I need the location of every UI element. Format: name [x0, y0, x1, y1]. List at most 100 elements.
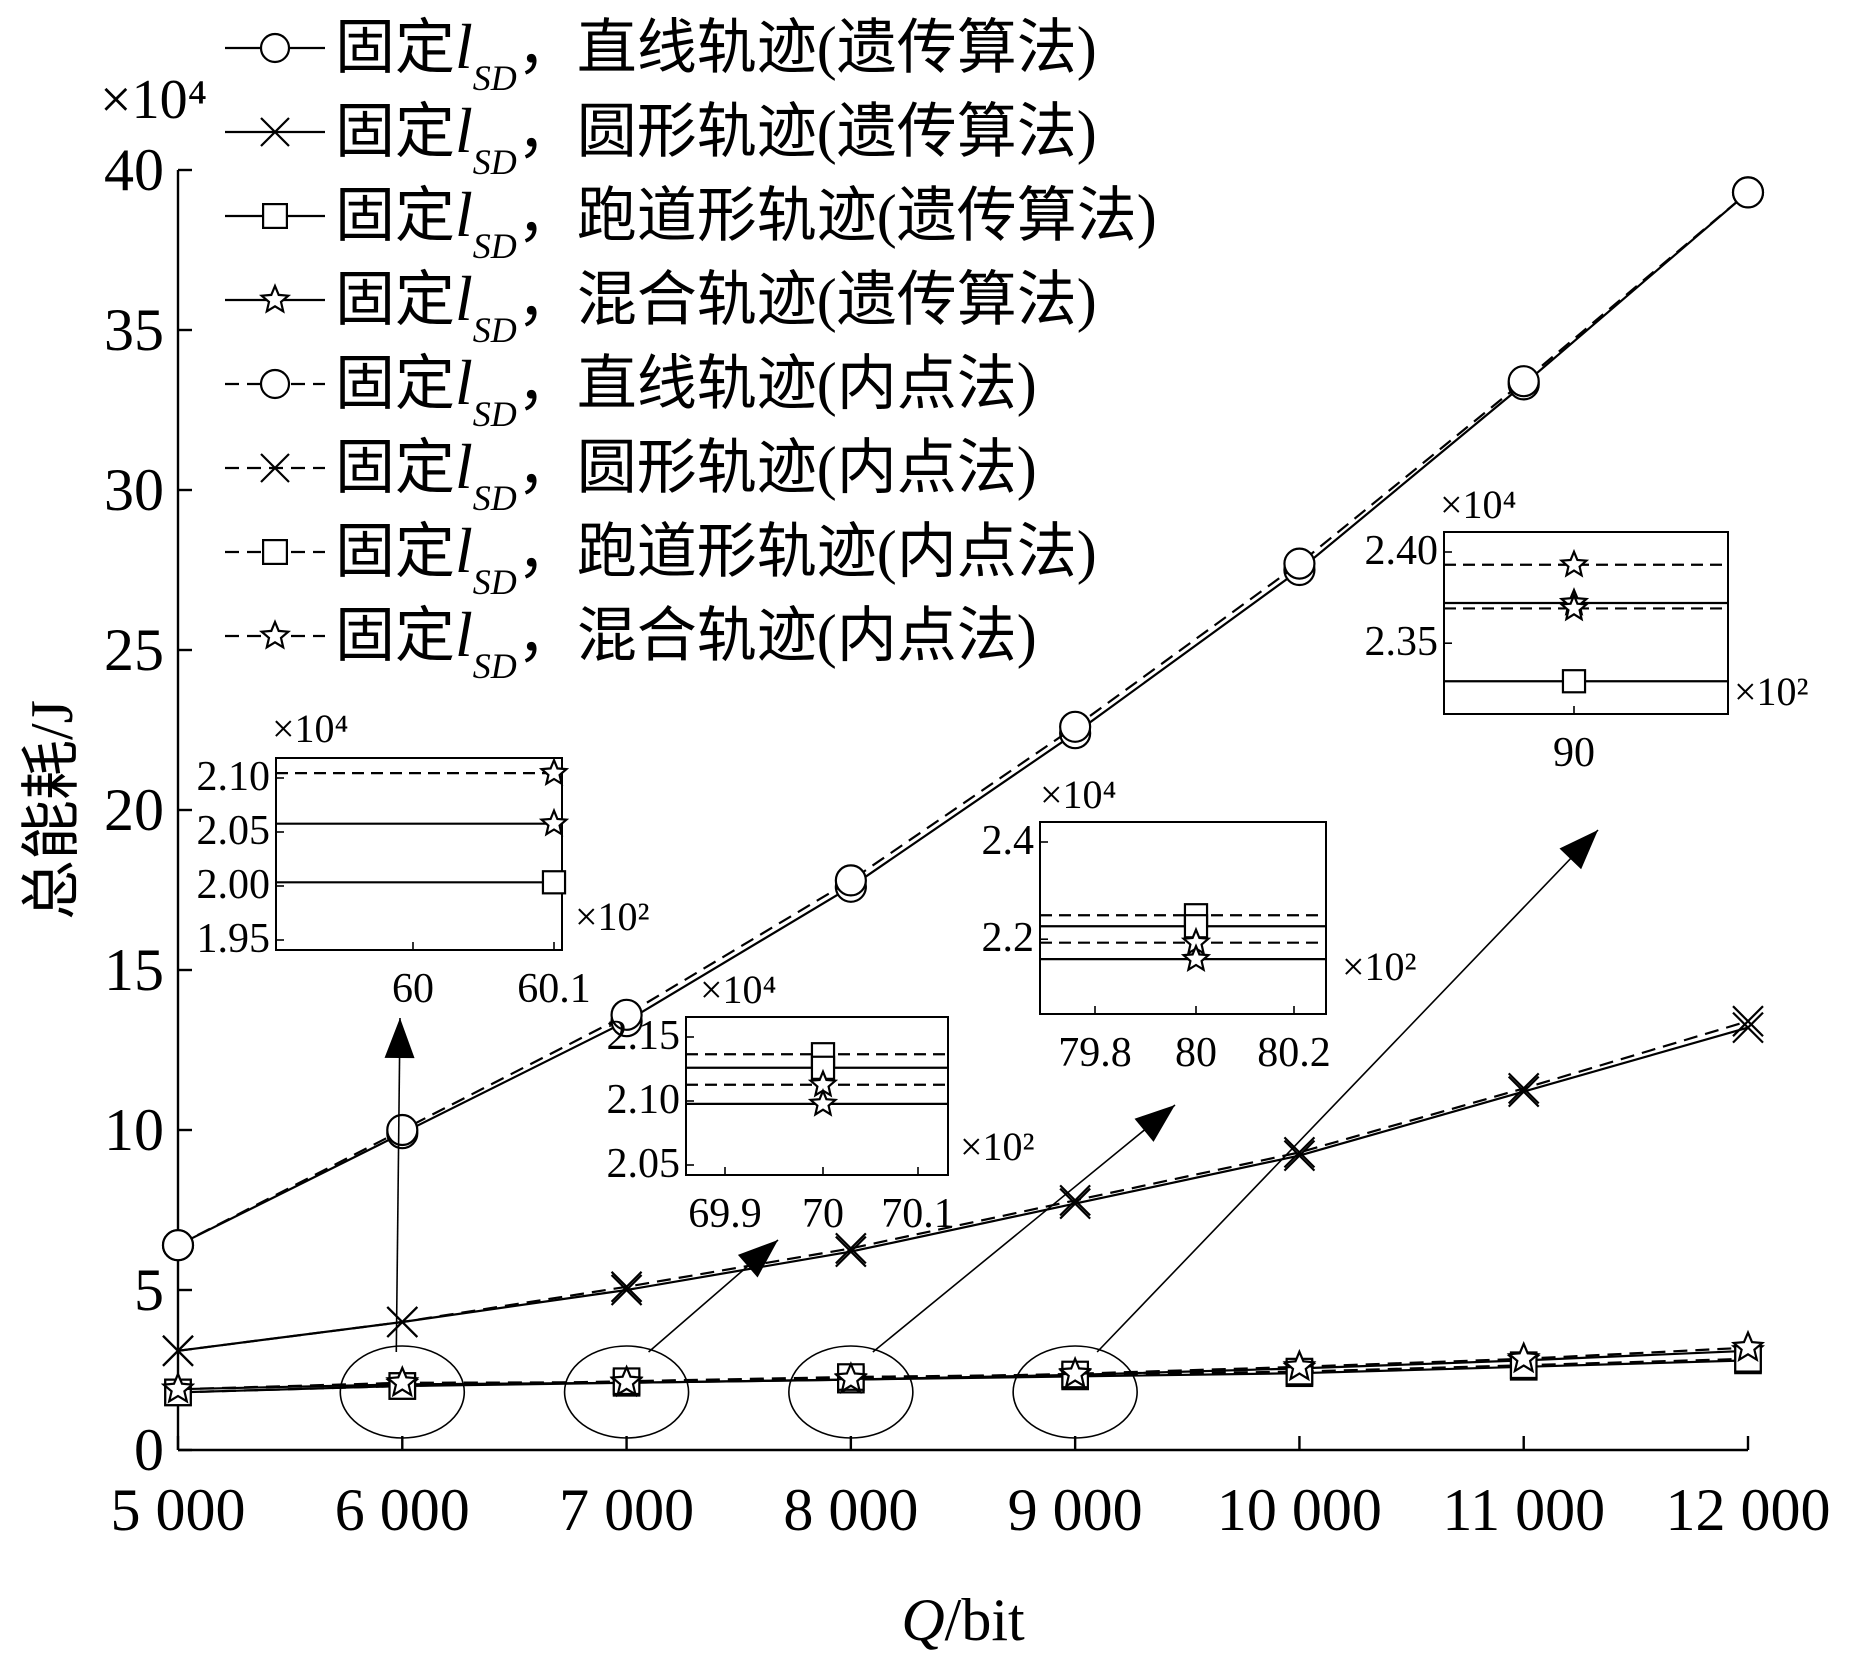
legend-label: 固定lSD，直线轨迹(内点法) [335, 347, 1037, 434]
inset-y-multiplier: ×10⁴ [1440, 482, 1517, 527]
inset-marker [1561, 669, 1587, 694]
data-point [161, 1229, 195, 1262]
inset-y-tick-label: 2.4 [982, 818, 1035, 864]
inset-marker [538, 757, 570, 787]
legend-prefix: 固定 [335, 603, 455, 669]
data-point [835, 1235, 867, 1268]
legend-item: 固定lSD，混合轨迹(内点法) [225, 599, 1037, 686]
inset-x-multiplier: ×10² [1342, 944, 1417, 989]
y-tick-label: 20 [104, 777, 164, 843]
legend-prefix: 固定 [335, 351, 455, 417]
inset-x-multiplier: ×10² [1734, 669, 1809, 714]
data-point [1282, 1348, 1317, 1382]
inset-x-tick-label: 70.1 [881, 1191, 955, 1237]
legend-marker [260, 117, 290, 147]
data-point [1731, 176, 1765, 209]
inset-y-tick-label: 2.2 [982, 915, 1035, 961]
data-point [1507, 1072, 1540, 1105]
series-line [177, 1346, 1749, 1391]
inset-marker [1558, 592, 1590, 622]
data-point [1059, 1187, 1091, 1220]
inset-x-multiplier: ×10² [960, 1124, 1035, 1169]
legend-item: 固定lSD，直线轨迹(内点法) [225, 347, 1037, 434]
y-tick-label: 0 [134, 1417, 164, 1483]
data-point [834, 864, 867, 897]
data-point [1732, 1005, 1764, 1037]
data-point [386, 1306, 419, 1338]
legend-series-name: ，混合轨迹(内点法) [517, 603, 1037, 669]
inset-x-tick-label: 60 [392, 966, 434, 1012]
legend-label: 固定lSD，跑道形轨迹(遗传算法) [335, 179, 1157, 266]
legend-series-name: ，圆形轨迹(内点法) [517, 435, 1037, 501]
legend: 固定lSD，直线轨迹(遗传算法)固定lSD，圆形轨迹(遗传算法)固定lSD，跑道… [225, 11, 1157, 686]
legend-marker [258, 619, 292, 650]
inset-y-tick-label: 2.15 [607, 1013, 681, 1059]
axes: 0 5 10 15 20 25 30 35 40 5 000 6 000 7 000 8 000 9 00… [19, 69, 1831, 1653]
series-line [177, 1020, 1749, 1352]
data-point [835, 1232, 867, 1265]
legend-prefix: 固定 [335, 99, 455, 165]
legend-symbol: l [455, 347, 473, 418]
series-2 [162, 1011, 1764, 1367]
legend-series-name: ，直线轨迹(内点法) [517, 351, 1037, 417]
legend-prefix: 固定 [335, 183, 455, 249]
data-point [385, 1364, 420, 1398]
data-point [1507, 1075, 1540, 1108]
y-tick-label: 35 [104, 297, 164, 363]
series-8 [160, 1329, 1766, 1404]
data-point [1283, 1139, 1316, 1172]
legend-marker [259, 32, 291, 64]
series-6 [162, 1005, 1764, 1367]
x-tick-label: 6 000 [335, 1477, 470, 1543]
inset-x-multiplier: ×10² [575, 894, 650, 939]
inset-marker [807, 1087, 839, 1117]
legend-symbol: l [455, 515, 473, 586]
legend-symbol: l [455, 431, 473, 502]
highlight-ellipse [339, 1345, 466, 1439]
y-axis-multiplier: ×10⁴ [100, 69, 207, 131]
inset-y-tick-label: 2.10 [197, 754, 271, 800]
y-tick-label: 40 [104, 137, 164, 203]
inset-marker [1180, 943, 1212, 973]
inset-frame [685, 1016, 949, 1176]
x-axis-title-q: Q [901, 1587, 944, 1653]
series-line [177, 191, 1749, 1247]
callout-arrowhead [384, 1018, 415, 1059]
x-tick-label: 11 000 [1442, 1477, 1605, 1543]
y-tick-label: 15 [104, 937, 164, 1003]
legend-label: 固定lSD，混合轨迹(内点法) [335, 599, 1037, 686]
data-point [1283, 1136, 1316, 1169]
inset-y-tick-label: 2.05 [607, 1141, 681, 1187]
legend-subscript: SD [473, 58, 517, 98]
legend-item: 固定lSD，直线轨迹(遗传算法) [225, 11, 1097, 98]
legend-subscript: SD [473, 394, 517, 434]
y-axis-title: 总能耗/J [19, 700, 85, 920]
inset-y-multiplier: ×10⁴ [1040, 772, 1117, 817]
inset-x-tick-label: 79.8 [1058, 1030, 1132, 1076]
legend-series-name: ，跑道形轨迹(内点法) [517, 519, 1097, 585]
legend-series-name: ，圆形轨迹(遗传算法) [517, 99, 1097, 165]
legend-label: 固定lSD，混合轨迹(遗传算法) [335, 263, 1097, 350]
inset-y-tick-label: 2.35 [1365, 619, 1439, 665]
legend-marker [259, 368, 291, 400]
legend-series-name: ，直线轨迹(遗传算法) [517, 15, 1097, 81]
legend-symbol: l [455, 263, 473, 334]
series-line [177, 1357, 1749, 1394]
x-tick-label: 5 000 [111, 1477, 246, 1543]
series-5 [161, 176, 1765, 1262]
x-axis-title: Q/bit [901, 1587, 1025, 1653]
data-point [1507, 365, 1540, 398]
inset-y-tick-label: 2.40 [1365, 528, 1439, 574]
callout-arrowhead [1559, 830, 1598, 870]
data-point [610, 998, 643, 1031]
y-tick-label: 25 [104, 617, 164, 683]
inset-frame [1039, 821, 1327, 1015]
legend-series-name: ，混合轨迹(遗传算法) [517, 267, 1097, 333]
legend-item: 固定lSD，跑道形轨迹(遗传算法) [225, 179, 1157, 266]
legend-marker [258, 283, 292, 314]
inset-3: 2.4 2.2 79.8 80 80.2×10² ×10⁴ [982, 772, 1417, 1076]
callout-line [872, 1104, 1176, 1353]
legend-subscript: SD [473, 310, 517, 350]
